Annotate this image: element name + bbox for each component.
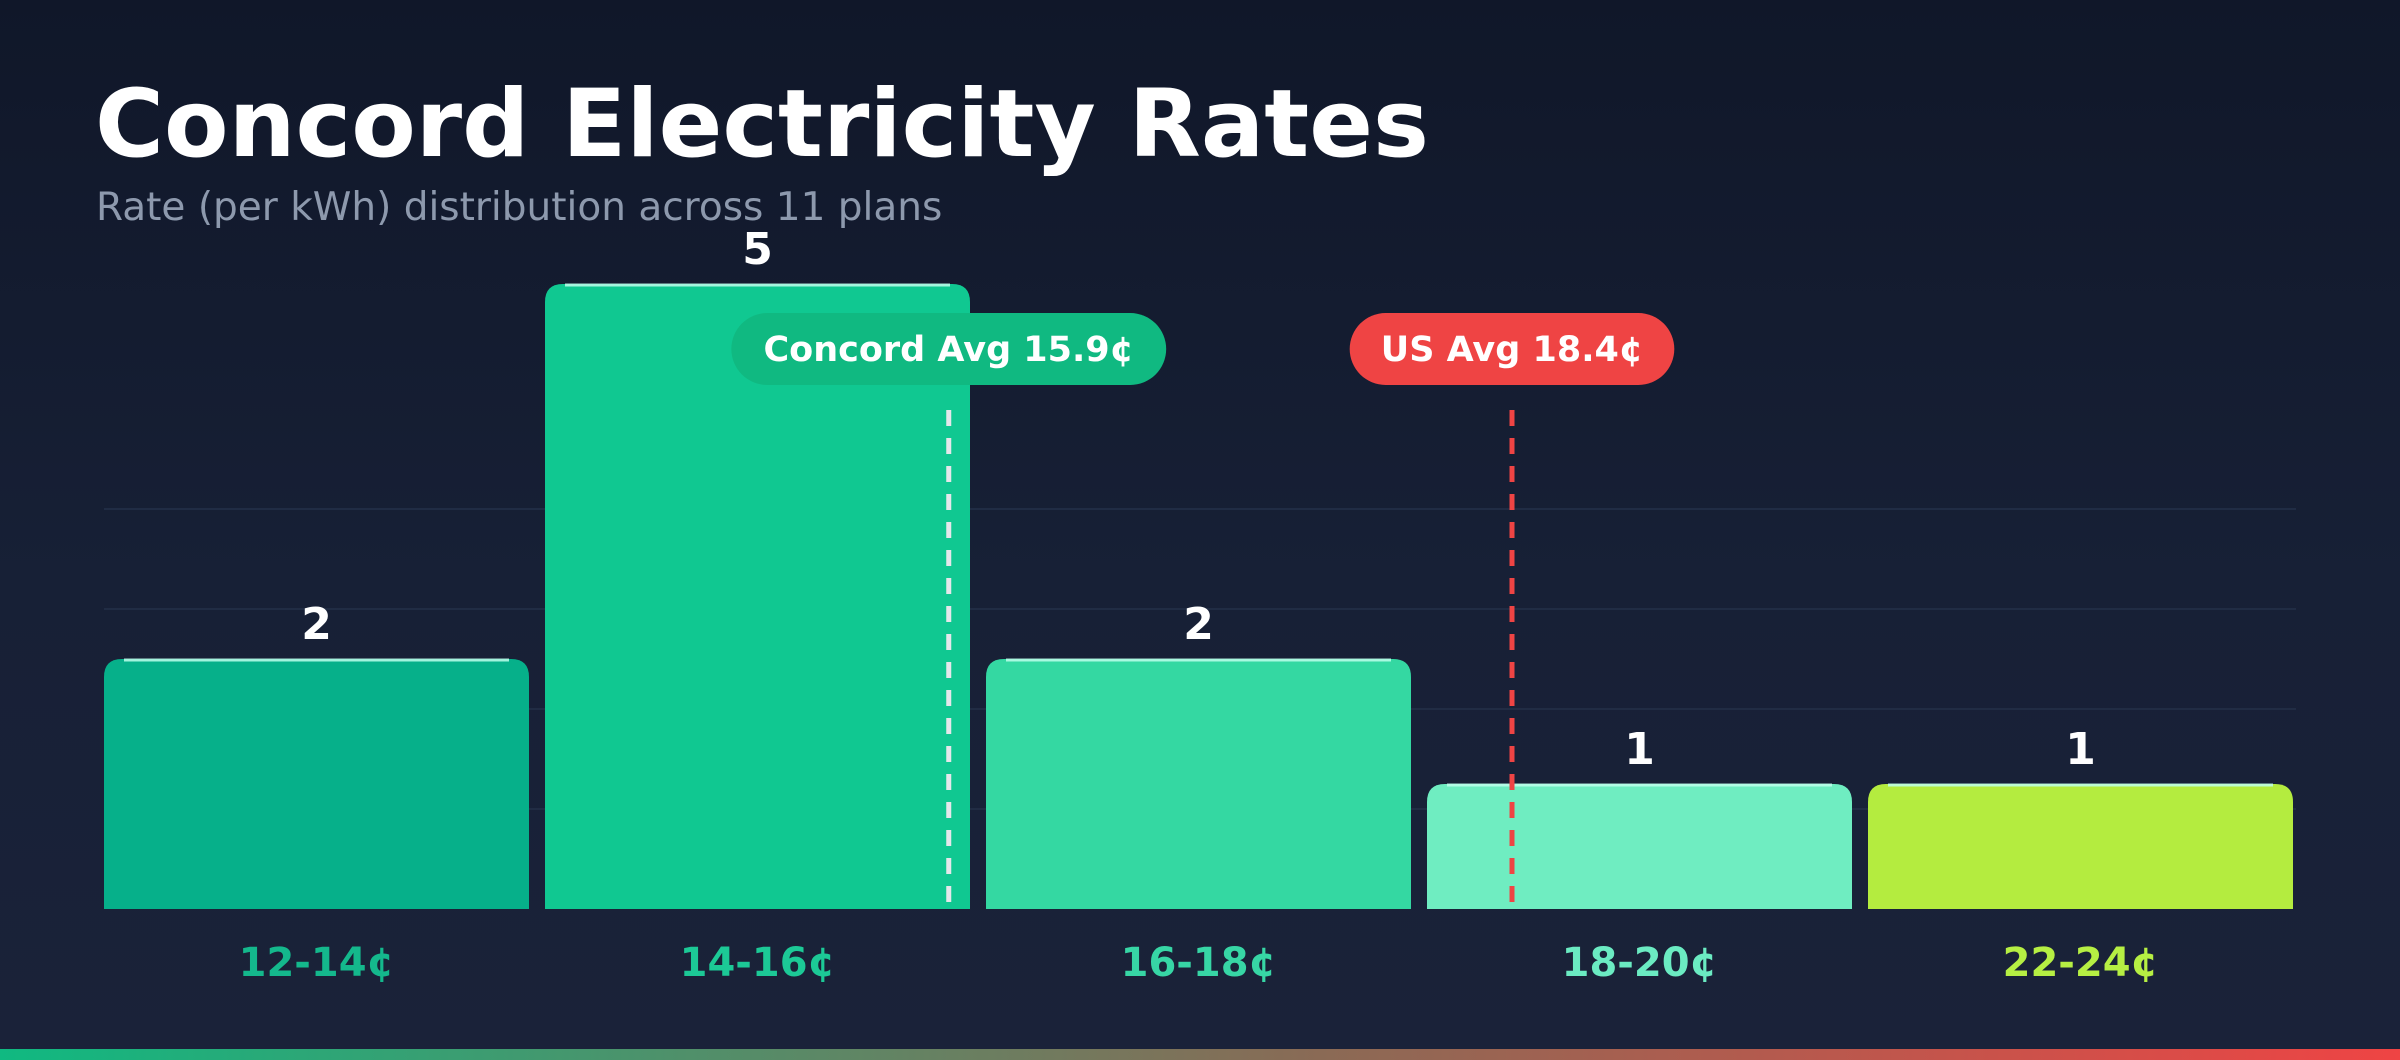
category-tick-label: 18-20¢ [1562, 940, 1718, 986]
bar-value-label: 2 [1183, 599, 1214, 650]
category-tick-label: 14-16¢ [680, 940, 836, 986]
concord-average-label: Concord Avg 15.9¢ [763, 330, 1134, 370]
chart-subtitle: Rate (per kWh) distribution across 11 pl… [96, 185, 943, 230]
us-average-label: US Avg 18.4¢ [1381, 330, 1643, 370]
chart-title: Concord Electricity Rates [95, 70, 1429, 179]
concord-average-badge [731, 313, 1167, 385]
histogram-bar [986, 659, 1411, 909]
us-average-badge [1349, 313, 1675, 385]
accent-gradient-bar [0, 1049, 2400, 1060]
bar-value-label: 1 [1624, 724, 1655, 775]
bar-value-label: 1 [2065, 724, 2096, 775]
bar-value-label: 2 [301, 599, 332, 650]
category-tick-label: 16-18¢ [1121, 940, 1277, 986]
bar-value-label: 5 [742, 224, 773, 275]
category-tick-label: 22-24¢ [2003, 940, 2159, 986]
histogram-bar [104, 659, 529, 909]
histogram-bar [1868, 784, 2293, 909]
histogram-bar [545, 284, 970, 909]
category-tick-label: 12-14¢ [239, 940, 395, 986]
histogram-bar [1427, 784, 1852, 909]
